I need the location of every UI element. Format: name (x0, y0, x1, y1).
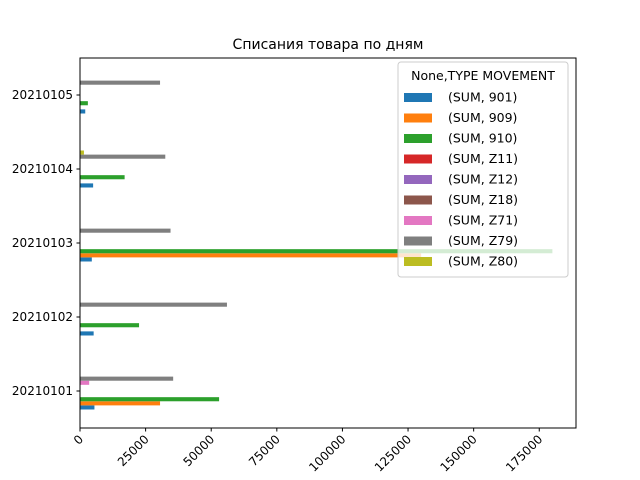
legend-swatch (404, 257, 432, 266)
legend-label: (SUM, 909) (448, 110, 517, 125)
legend-swatch (404, 134, 432, 143)
bar-20210101-1 (80, 401, 161, 406)
bar-20210101-0 (80, 405, 95, 410)
bar-20210101-6 (80, 380, 90, 385)
legend-swatch (404, 175, 432, 184)
legend-title: None,TYPE MOVEMENT (411, 68, 555, 83)
bar-20210102-2 (80, 323, 140, 328)
legend-label: (SUM, Z18) (448, 192, 518, 207)
y-tick-label: 20210105 (12, 88, 73, 102)
y-tick-label: 20210104 (12, 162, 73, 176)
legend-box (397, 61, 569, 278)
bar-20210104-0 (80, 183, 94, 188)
bar-20210104-2 (80, 175, 125, 180)
legend-swatch (404, 195, 432, 205)
legend-swatch (404, 236, 432, 246)
bar-20210101-2 (80, 397, 220, 402)
bar-20210105-2 (80, 101, 88, 106)
legend-label: (SUM, 901) (448, 90, 517, 105)
legend-swatch (404, 154, 432, 164)
legend: None,TYPE MOVEMENT (SUM, 901)(SUM, 909)(… (397, 61, 569, 278)
bar-20210105-0 (80, 109, 86, 114)
legend-swatch (404, 113, 432, 123)
legend-label: (SUM, Z12) (448, 172, 518, 187)
legend-swatch (404, 216, 432, 225)
chart-title: Списания товара по дням (233, 37, 424, 53)
bar-20210104-8 (80, 150, 84, 155)
legend-label: (SUM, Z11) (448, 151, 518, 166)
legend-label: (SUM, 910) (448, 131, 517, 146)
bar-20210105-7 (80, 80, 161, 85)
legend-label: (SUM, Z79) (448, 233, 518, 248)
y-tick-label: 20210101 (12, 384, 73, 398)
y-tick-label: 20210103 (12, 236, 73, 250)
bar-20210103-1 (80, 253, 422, 258)
legend-label: (SUM, Z80) (448, 254, 518, 269)
bar-20210104-7 (80, 154, 166, 159)
bar-20210101-7 (80, 376, 174, 381)
bar-20210103-2 (80, 249, 553, 254)
legend-items: (SUM, 901) (SUM, 909) (SUM, 910) (SUM, Z11)… (404, 90, 518, 269)
y-tick-label: 20210102 (12, 310, 73, 324)
legend-swatch (404, 93, 432, 102)
bar-20210103-0 (80, 257, 92, 262)
bars-layer (80, 80, 553, 410)
bar-20210102-7 (80, 302, 227, 307)
legend-label: (SUM, Z71) (448, 213, 518, 228)
bar-20210103-7 (80, 228, 171, 233)
bar-20210102-0 (80, 331, 94, 336)
